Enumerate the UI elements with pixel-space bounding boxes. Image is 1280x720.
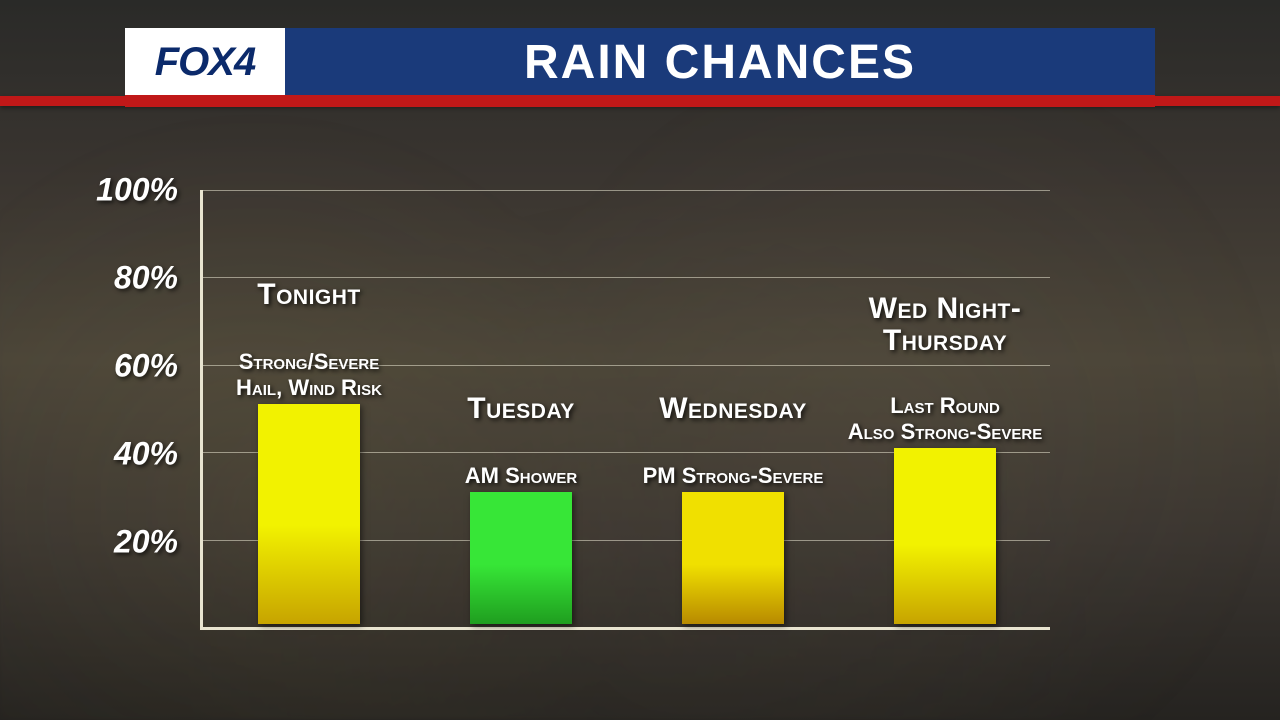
- ytick-20: 20%: [90, 524, 190, 561]
- bar: [258, 404, 360, 624]
- bar: [894, 448, 996, 624]
- bar-annotation: AM Shower: [401, 463, 641, 488]
- forecast-column-tuesday: Tuesday AM Shower 30%: [415, 463, 627, 624]
- column-header: Wed Night-Thursday: [830, 293, 1060, 356]
- column-header: Tuesday: [406, 393, 636, 425]
- network-logo: FOX4: [125, 28, 285, 96]
- header-banner: FOX4 RAIN CHANCES: [125, 28, 1155, 96]
- ytick-60: 60%: [90, 348, 190, 385]
- ytick-40: 40%: [90, 436, 190, 473]
- bar: [470, 492, 572, 624]
- bar-annotation: PM Strong-Severe: [613, 463, 853, 488]
- ytick-80: 80%: [90, 260, 190, 297]
- banner-underline: [125, 95, 1155, 107]
- ytick-100: 100%: [90, 172, 190, 209]
- bar: [682, 492, 784, 624]
- forecast-column-tonight: Tonight Strong/SevereHail, Wind Risk 50%: [203, 349, 415, 624]
- bar-annotation: Last RoundAlso Strong-Severe: [825, 393, 1065, 444]
- bar-annotation: Strong/SevereHail, Wind Risk: [189, 349, 429, 400]
- forecast-column-wednesday: Wednesday PM Strong-Severe 30%: [627, 463, 839, 624]
- gridline: [203, 190, 1050, 191]
- rain-chances-chart: 100% 80% 60% 40% 20% Tonight Strong/Seve…: [90, 190, 1190, 630]
- column-header: Tonight: [194, 279, 424, 311]
- chart-title: RAIN CHANCES: [285, 28, 1155, 96]
- column-header: Wednesday: [618, 393, 848, 425]
- plot-area: Tonight Strong/SevereHail, Wind Risk 50%…: [200, 190, 1050, 630]
- forecast-column-wed-night-thursday: Wed Night-Thursday Last RoundAlso Strong…: [839, 393, 1051, 624]
